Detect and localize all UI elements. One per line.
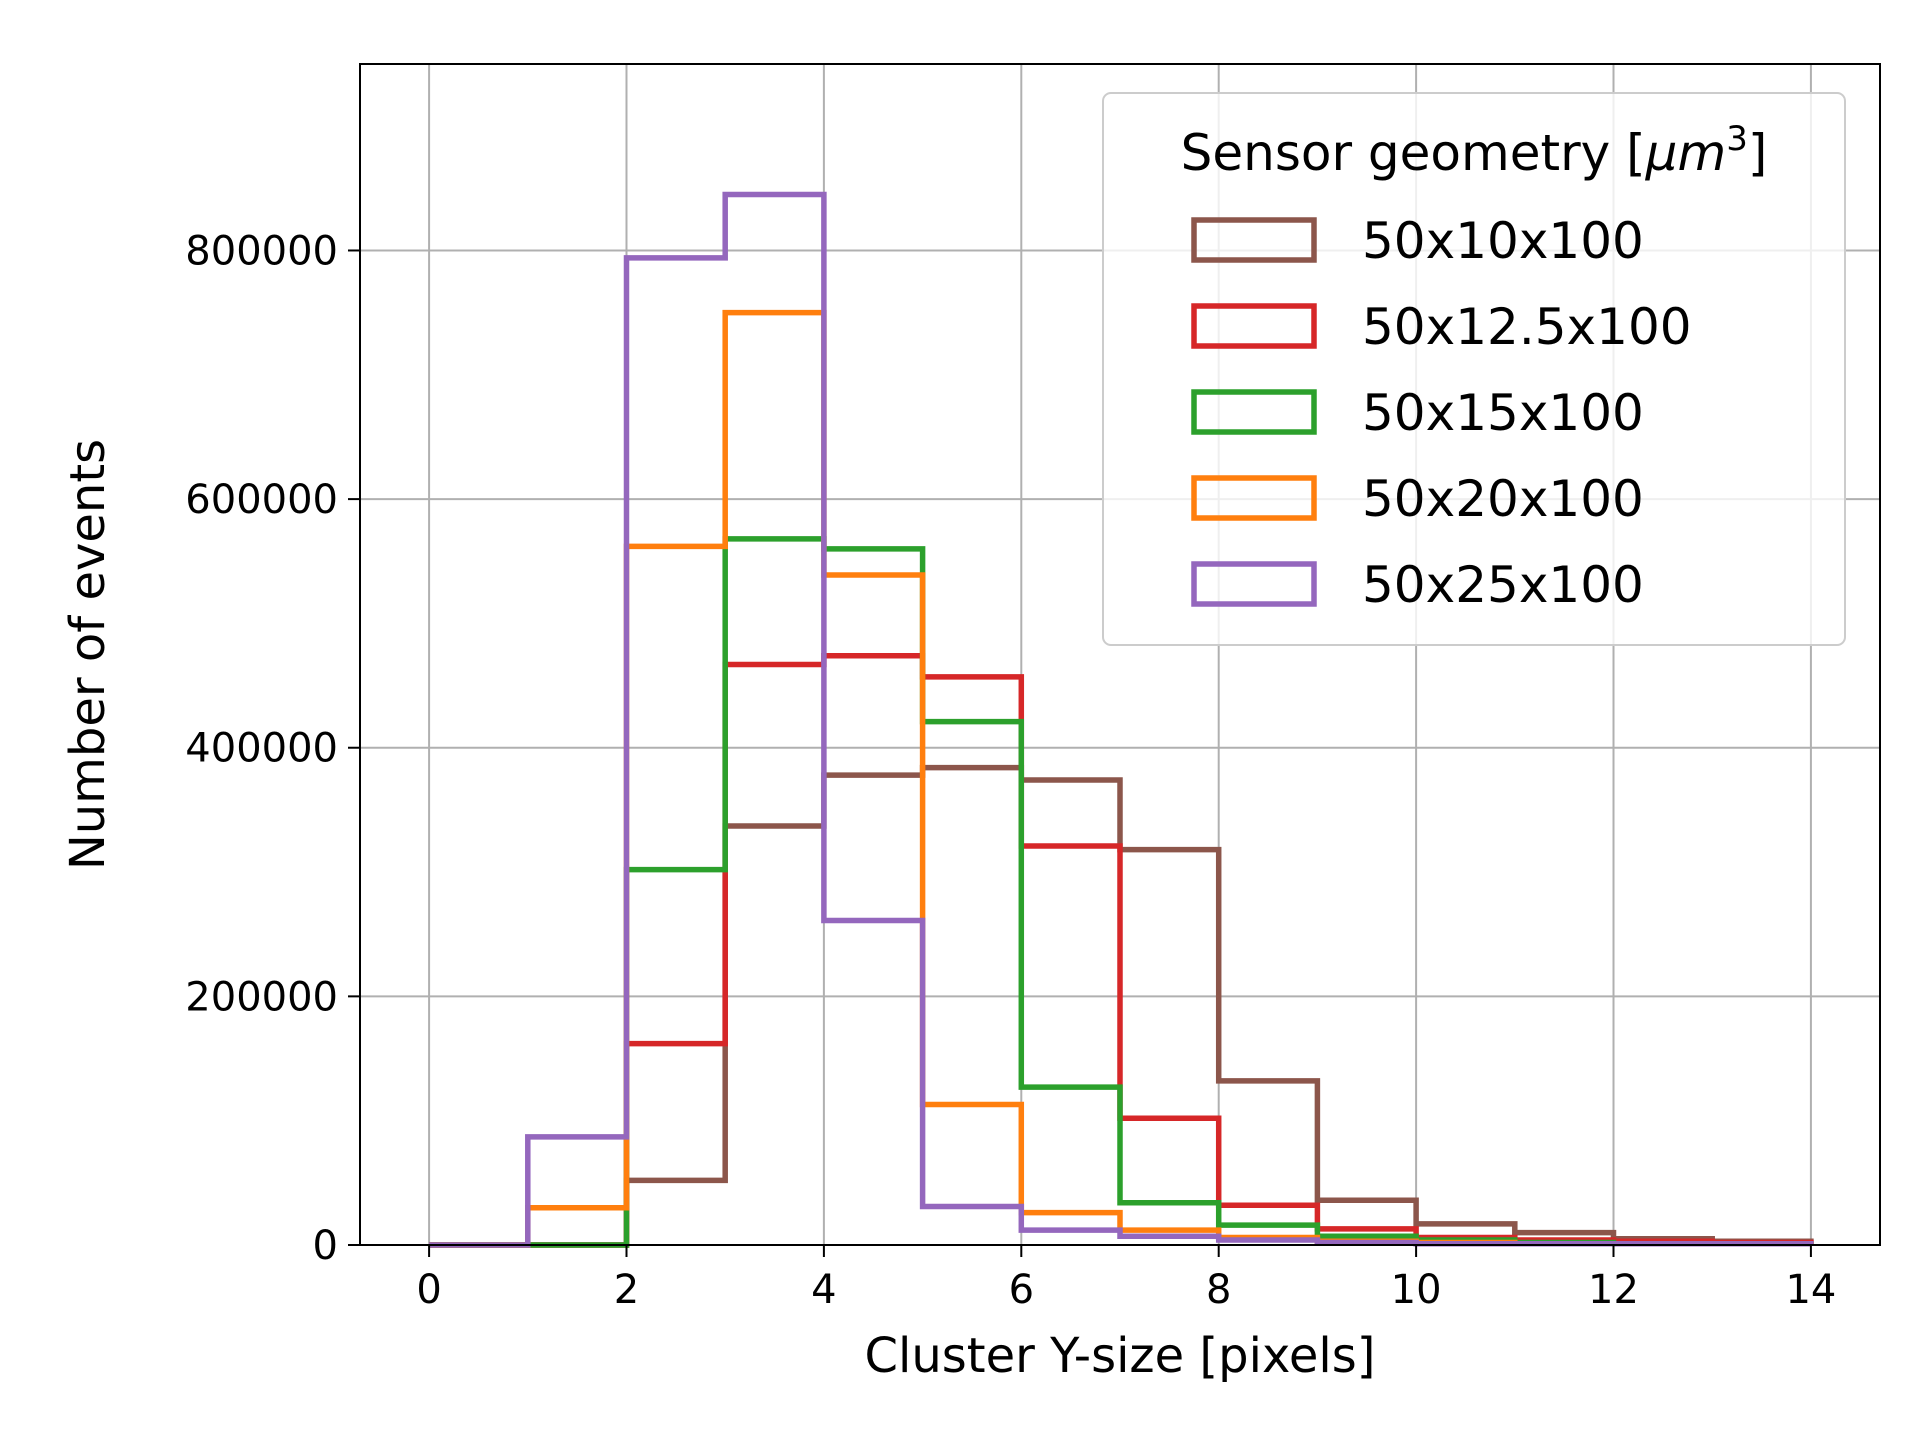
y-axis-title: Number of events bbox=[60, 439, 116, 870]
series-group bbox=[429, 191, 1814, 1248]
x-tick-label: 6 bbox=[1009, 1267, 1034, 1313]
legend-box bbox=[1102, 92, 1846, 646]
legend-label: 50x25x100 bbox=[1362, 556, 1644, 614]
legend: Sensor geometry [μm3] 50x10x100 50x12.5x1… bbox=[1102, 92, 1846, 646]
legend-label: 50x10x100 bbox=[1362, 212, 1644, 270]
y-tick-label: 0 bbox=[313, 1223, 338, 1269]
x-axis-title: Cluster Y-size [pixels] bbox=[865, 1328, 1376, 1384]
legend-swatch bbox=[1191, 561, 1317, 607]
legend-swatch bbox=[1191, 389, 1317, 435]
y-tick-label: 800000 bbox=[185, 228, 338, 274]
x-tick-label: 12 bbox=[1588, 1267, 1639, 1313]
legend-swatch bbox=[1191, 303, 1317, 349]
legend-label: 50x12.5x100 bbox=[1362, 298, 1692, 356]
histogram-series-50x25x100 bbox=[429, 191, 1814, 1248]
x-tick-label: 8 bbox=[1206, 1267, 1231, 1313]
x-tick-label: 4 bbox=[811, 1267, 836, 1313]
y-tick-label: 600000 bbox=[185, 477, 338, 523]
legend-swatch bbox=[1191, 475, 1317, 521]
legend-swatch bbox=[1191, 217, 1317, 263]
y-tick-label: 400000 bbox=[185, 726, 338, 772]
legend-label: 50x15x100 bbox=[1362, 384, 1644, 442]
legend-items: 50x10x100 50x12.5x100 50x15x100 50x20x100 50… bbox=[1191, 212, 1692, 614]
x-tick-label: 0 bbox=[416, 1267, 441, 1313]
plot-frame bbox=[359, 63, 1881, 1246]
ticks: 0 2 4 6 8 10 12 14 0 200000 400000 600000 800000 bbox=[185, 228, 1836, 1313]
x-tick-label: 10 bbox=[1391, 1267, 1442, 1313]
y-tick-label: 200000 bbox=[185, 974, 338, 1020]
x-tick-label: 2 bbox=[614, 1267, 639, 1313]
x-tick-label: 14 bbox=[1785, 1267, 1836, 1313]
legend-label: 50x20x100 bbox=[1362, 470, 1644, 528]
legend-title: Sensor geometry [μm3] bbox=[1181, 119, 1768, 182]
